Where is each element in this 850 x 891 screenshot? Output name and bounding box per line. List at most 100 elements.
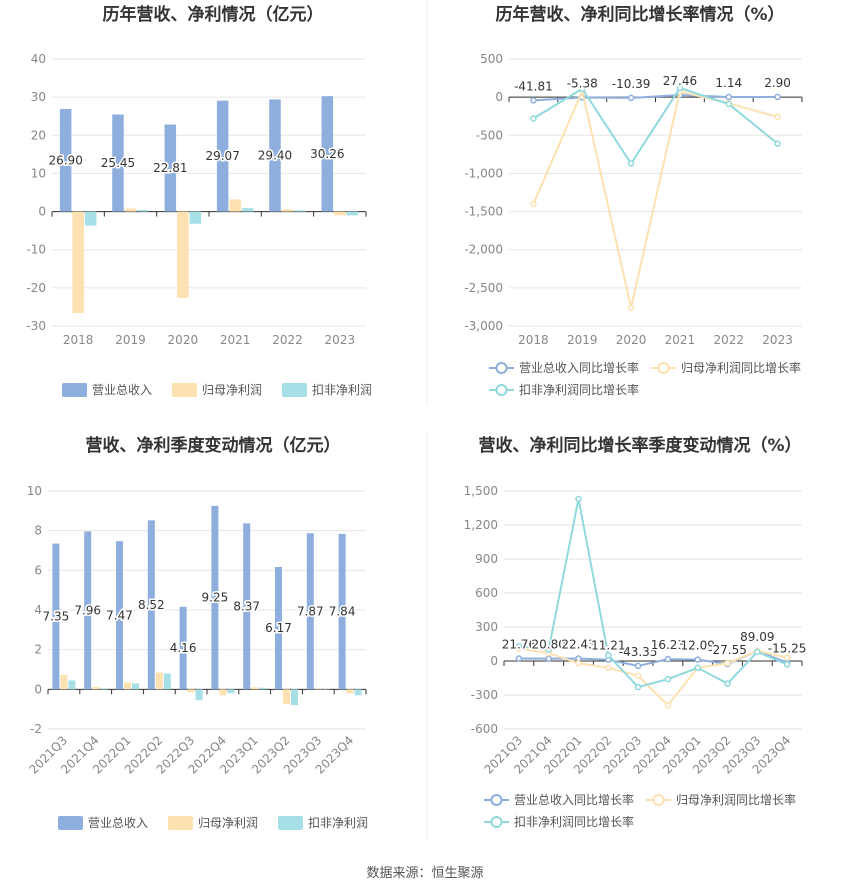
legend-label: 扣非净利润 (308, 816, 368, 830)
y-tick-label: -600 (471, 722, 498, 736)
y-tick-label: 40 (31, 52, 46, 66)
x-tick-label: 2023 (325, 333, 356, 347)
y-tick-label: -3,000 (464, 319, 503, 333)
legend-label: 归母净利润同比增长率 (681, 360, 801, 375)
point-annual_growth-s2-2022 (725, 100, 732, 108)
bar-annual_values-s0-2020 (164, 124, 177, 212)
line-annual_growth-s0 (533, 94, 778, 102)
point-quarterly_growth-s2-2022Q3 (634, 683, 642, 691)
bar-quarterly_values-s1-2021Q4 (92, 686, 100, 690)
data-label: 7.47 (106, 608, 133, 622)
point-quarterly_growth-s1-2022Q3 (634, 672, 642, 679)
data-label: 8.52 (138, 598, 165, 612)
y-tick-label: -1,500 (464, 205, 503, 219)
y-tick-label: 0 (34, 682, 42, 696)
y-tick-label: -20 (26, 281, 46, 295)
bar-quarterly_values-s0-2022Q1 (116, 541, 124, 690)
data-label: 6.17 (265, 621, 292, 635)
line-annual_growth-s1 (532, 87, 778, 308)
y-tick-label: -2,000 (464, 243, 503, 257)
x-tick-label: 2023 (762, 333, 793, 347)
legend-swatch (58, 816, 83, 830)
legend-swatch (62, 383, 87, 397)
point-quarterly_growth-s0-2023Q1 (694, 656, 701, 663)
data-label: 7.35 (43, 609, 70, 623)
chart-quarterly_growth: 营收、净利同比增长率季度变动情况（%） 1,500 1,200 900 600 300 0 -… (464, 435, 808, 829)
data-label: -15.25 (768, 642, 807, 656)
data-label: -10.39 (612, 77, 651, 91)
bar-annual_values-s0-2021 (216, 100, 229, 212)
y-tick-label: -2,500 (464, 281, 503, 295)
chart-title: 营收、净利季度变动情况（亿元） (86, 435, 341, 456)
bar-annual_values-s1-2021 (229, 199, 241, 212)
bar-annual_values-s0-2022 (269, 99, 281, 212)
bar-quarterly_values-s0-2023Q1 (243, 523, 251, 690)
y-tick-label: 0 (490, 654, 498, 668)
legend-swatch (172, 383, 197, 397)
bar-quarterly_values-s0-2021Q4 (84, 531, 92, 690)
bar-annual_values-s0-2019 (112, 114, 124, 212)
y-tick-label: 10 (27, 484, 42, 498)
legend-label: 归母净利润 (202, 383, 262, 397)
y-tick-label: 10 (31, 166, 46, 180)
point-quarterly_growth-s0-2021Q3 (515, 655, 523, 662)
bar-quarterly_values-s2-2023Q3 (322, 689, 330, 690)
bar-quarterly_values-s2-2022Q2 (163, 673, 171, 690)
bar-annual_values-s2-2019 (137, 210, 149, 212)
bar-quarterly_values-s1-2023Q3 (314, 689, 322, 690)
legend-label: 扣非净利润同比增长率 (519, 382, 639, 397)
bar-quarterly_values-s0-2023Q2 (275, 566, 283, 690)
data-label: 29.07 (205, 149, 239, 163)
y-tick-label: 1,500 (464, 484, 498, 498)
bar-quarterly_values-s0-2021Q3 (52, 543, 60, 690)
y-tick-label: -300 (471, 688, 498, 702)
y-tick-label: -500 (476, 128, 503, 142)
point-quarterly_growth-s2-2023Q1 (694, 664, 701, 672)
data-label: 7.96 (74, 603, 101, 617)
point-annual_growth-s1-2020 (627, 304, 635, 311)
y-tick-label: -2 (30, 722, 42, 736)
chart-title: 历年营收、净利情况（亿元） (103, 4, 324, 25)
data-label: 12.09 (681, 639, 715, 653)
y-tick-label: 2 (34, 643, 42, 657)
data-label: 16.23 (651, 638, 685, 652)
bar-annual_values-s1-2022 (281, 209, 294, 212)
bar-quarterly_values-s1-2023Q1 (251, 687, 259, 690)
y-tick-label: 4 (34, 603, 42, 617)
bar-annual_values-s0-2018 (59, 108, 72, 212)
legend-marker (490, 816, 503, 828)
y-tick-label: 300 (475, 620, 498, 634)
chart-quarterly_values: 营收、净利季度变动情况（亿元）1086420-22021Q32021Q42022… (26, 435, 368, 830)
y-tick-label: 6 (34, 563, 42, 577)
legend-label: 扣非净利润同比增长率 (514, 814, 634, 829)
bar-quarterly_values-s1-2022Q1 (124, 682, 131, 690)
legend-marker (657, 362, 670, 374)
point-quarterly_growth-s0-2022Q3 (634, 662, 642, 670)
bar-annual_values-s2-2018 (84, 211, 97, 226)
chart-annual_growth: 历年营收、净利同比增长率情况（%） 500 0 -500 -1,000 -1,500 -2,… (464, 4, 803, 397)
y-tick-label: -1,000 (464, 166, 503, 180)
data-label: 89.09 (740, 630, 774, 644)
y-tick-label: -30 (26, 319, 46, 333)
y-tick-label: 20 (31, 128, 46, 142)
bar-annual_values-s2-2021 (241, 208, 254, 212)
x-tick-label: 2022 (272, 333, 303, 347)
legend-marker (495, 384, 508, 396)
x-tick-label: 2021 (220, 333, 251, 347)
data-label: 4.16 (170, 641, 197, 655)
point-quarterly_growth-s0-2021Q4 (545, 655, 552, 662)
bar-quarterly_values-s2-2021Q4 (100, 688, 108, 690)
legend-swatch (278, 816, 303, 830)
x-tick-label: 2018 (518, 333, 549, 347)
data-label: 22.81 (153, 161, 187, 175)
legend-label: 扣非净利润 (312, 383, 372, 397)
bar-quarterly_values-s2-2021Q3 (68, 680, 76, 690)
point-annual_growth-s2-2023 (774, 140, 781, 147)
legend-marker (652, 794, 665, 806)
data-label: 29.40 (258, 149, 292, 163)
y-tick-label: 1,200 (464, 518, 498, 532)
data-label: 25.45 (101, 156, 135, 170)
data-label: 21.76 (502, 638, 536, 652)
legend-label: 营业总收入同比增长率 (514, 792, 634, 807)
